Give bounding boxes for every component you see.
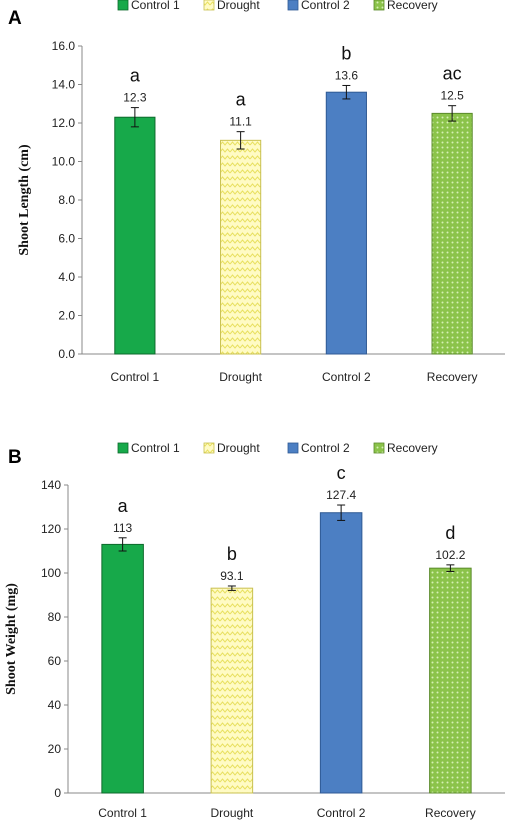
significance-letter: a [236, 90, 247, 110]
data-label: 11.1 [229, 115, 252, 129]
data-label: 13.6 [335, 68, 359, 82]
x-tick-label: Drought [211, 806, 254, 820]
legend: Control 1 Drought Control 2 Recovery [117, 441, 438, 455]
y-tick-label: 16.0 [52, 39, 76, 53]
y-tick-label: 0.0 [58, 347, 75, 361]
chart-panel-a: A Control 1 Drought Control 2 Recovery 0.0 2.0… [8, 0, 505, 384]
bar-drought [210, 587, 254, 794]
y-tick-label: 40 [48, 698, 62, 712]
legend-swatch [117, 442, 129, 454]
data-label: 102.2 [435, 548, 465, 562]
x-tick-label: Control 2 [317, 806, 366, 820]
legend: Control 1 Drought Control 2 Recovery [117, 0, 438, 12]
legend-label: Recovery [387, 0, 438, 12]
legend-label: Control 2 [301, 441, 350, 455]
panel-label: A [8, 8, 22, 29]
bar-drought [220, 139, 262, 355]
y-axis-label: Shoot Weight (mg) [4, 583, 19, 695]
legend-swatch [203, 442, 215, 454]
significance-letter: ac [443, 64, 462, 84]
significance-letter: b [341, 43, 351, 63]
x-tick-label: Control 1 [98, 806, 147, 820]
panel-label: B [8, 447, 22, 468]
y-tick-label: 8.0 [58, 193, 75, 207]
legend-swatch [117, 0, 129, 11]
legend-swatch [373, 0, 385, 11]
legend-label: Control 1 [131, 441, 180, 455]
significance-letter: a [118, 496, 129, 516]
data-label: 93.1 [220, 569, 244, 583]
data-label: 12.5 [440, 89, 464, 103]
x-tick-label: Control 2 [322, 370, 371, 384]
y-tick-label: 100 [41, 566, 61, 580]
y-tick-label: 20 [48, 742, 62, 756]
legend-label: Drought [217, 0, 260, 12]
legend-label: Control 2 [301, 0, 350, 12]
x-tick-label: Drought [219, 370, 262, 384]
significance-letter: a [130, 66, 141, 86]
legend-swatch [287, 0, 299, 11]
y-tick-label: 14.0 [52, 78, 76, 92]
bar-control-2 [325, 91, 367, 355]
significance-letter: b [227, 544, 237, 564]
y-tick-label: 2.0 [58, 309, 75, 323]
significance-letter: d [445, 523, 455, 543]
y-tick-label: 6.0 [58, 232, 75, 246]
bar-recovery [429, 567, 472, 794]
bar-control-1 [114, 116, 156, 355]
data-label: 113 [113, 521, 132, 535]
bar-control-1 [101, 543, 144, 794]
x-tick-label: Recovery [427, 370, 478, 384]
y-tick-label: 4.0 [58, 270, 75, 284]
x-tick-label: Control 1 [111, 370, 160, 384]
legend-swatch [373, 442, 385, 454]
y-tick-label: 12.0 [52, 116, 76, 130]
y-tick-label: 120 [41, 522, 61, 536]
significance-letter: c [337, 463, 346, 483]
chart-panel-b: B Control 1 Drought Control 2 Recovery 0 20 40 6… [4, 441, 505, 820]
legend-swatch [287, 442, 299, 454]
y-axis-label: Shoot Length (cm) [17, 144, 32, 256]
data-label: 12.3 [123, 91, 147, 105]
legend-label: Recovery [387, 441, 438, 455]
y-tick-label: 140 [41, 478, 61, 492]
bar-control-2 [319, 512, 363, 794]
legend-swatch [203, 0, 215, 11]
y-tick-label: 80 [48, 610, 62, 624]
x-tick-label: Recovery [425, 806, 476, 820]
data-label: 127.4 [326, 488, 356, 502]
legend-label: Drought [217, 441, 260, 455]
y-tick-label: 0 [54, 786, 61, 800]
bar-recovery [431, 112, 473, 355]
y-tick-label: 60 [48, 654, 62, 668]
legend-label: Control 1 [131, 0, 180, 12]
y-tick-label: 10.0 [52, 155, 76, 169]
